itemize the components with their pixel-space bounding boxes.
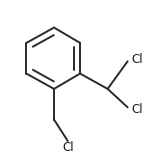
Text: Cl: Cl [131, 103, 143, 116]
Text: Cl: Cl [131, 53, 143, 66]
Text: Cl: Cl [62, 141, 74, 154]
